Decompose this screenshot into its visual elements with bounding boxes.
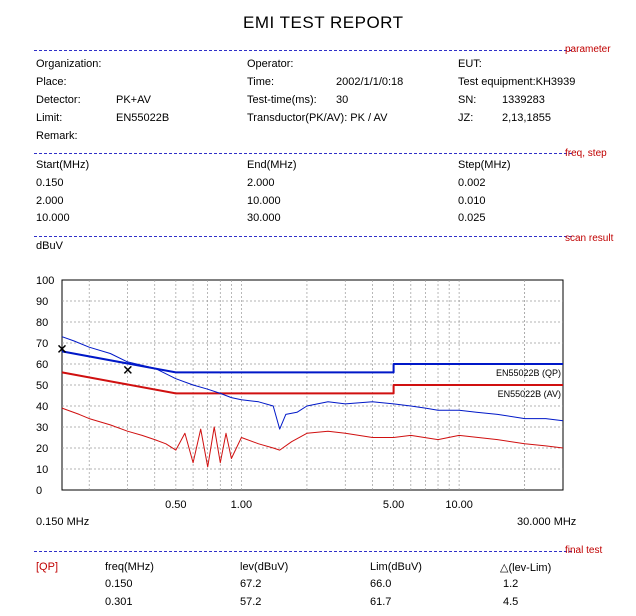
y-tick-label: 100 <box>36 275 54 287</box>
series-label: EN55022B (AV) <box>498 389 561 399</box>
y-tick-label: 90 <box>36 296 48 308</box>
param-time-value: 2002/1/1/0:18 <box>336 76 404 88</box>
marker-x <box>123 365 132 374</box>
freq-row1-step: 0.002 <box>458 177 486 189</box>
param-limit-value: EN55022B <box>116 112 170 124</box>
param-eut: EUT: <box>458 58 482 70</box>
measurement-trace <box>61 407 564 468</box>
param-sn-label: SN: <box>458 94 477 106</box>
y-tick-label: 50 <box>36 380 48 392</box>
final-row2-freq: 0.301 <box>105 596 133 608</box>
param-jz-label: JZ: <box>458 112 474 124</box>
divider-scan-result <box>34 236 572 237</box>
report-title: EMI TEST REPORT <box>243 13 404 32</box>
param-sn-value: 1339283 <box>502 94 545 106</box>
final-row1-lim: 66.0 <box>370 578 392 590</box>
param-testtime-label: Test-time(ms): <box>247 94 317 106</box>
final-header-lim: Lim(dBuV) <box>370 561 422 573</box>
y-tick-label: 40 <box>36 401 48 413</box>
freq-row2-end: 10.000 <box>247 195 281 207</box>
limit-line <box>61 371 563 395</box>
final-header-freq: freq(MHz) <box>105 561 154 573</box>
x-tick-label: 5.00 <box>383 499 404 511</box>
y-axis-label: dBuV <box>36 240 63 252</box>
marker-x <box>57 344 67 353</box>
param-jz-value: 2,13,1855 <box>502 112 551 124</box>
final-row2-lim: 61.7 <box>370 596 392 608</box>
y-tick-label: 80 <box>36 317 48 329</box>
param-remark: Remark: <box>36 130 78 142</box>
limit-line <box>61 350 563 374</box>
y-tick-label: 0 <box>36 485 42 497</box>
param-time-label: Time: <box>247 76 275 88</box>
final-header-delta: △(lev-Lim) <box>500 562 552 574</box>
freq-row3-end: 30.000 <box>247 212 281 224</box>
y-tick-label: 70 <box>36 338 48 350</box>
final-row1-freq: 0.150 <box>105 578 133 590</box>
y-tick-label: 60 <box>36 359 48 371</box>
param-testtime-value: 30 <box>336 94 349 106</box>
section-label-scan-result: scan result <box>565 233 614 244</box>
x-tick-label: 10.00 <box>445 499 473 511</box>
divider-parameter <box>34 50 572 51</box>
y-tick-label: 10 <box>36 464 48 476</box>
divider-final-test <box>34 551 572 552</box>
section-label-freq-step: freq, step <box>565 148 607 159</box>
y-tick-label: 30 <box>36 422 48 434</box>
x-tick-label: 1.00 <box>231 499 252 511</box>
final-row1-delta: 1.2 <box>503 578 519 590</box>
param-equipment: Test equipment:KH3939 <box>458 76 576 88</box>
param-transducer: Transductor(PK/AV): PK / AV <box>247 112 388 124</box>
param-limit-label: Limit: <box>36 112 63 124</box>
freq-row3-step: 0.025 <box>458 212 486 224</box>
final-row1-lev: 67.2 <box>240 578 262 590</box>
freq-row2-step: 0.010 <box>458 195 486 207</box>
x-tick-label: 0.50 <box>165 499 186 511</box>
param-operator: Operator: <box>247 58 294 70</box>
divider-freq-step <box>34 153 572 154</box>
section-label-parameter: parameter <box>565 44 611 55</box>
param-place: Place: <box>36 76 67 88</box>
y-tick-label: 20 <box>36 443 48 455</box>
measurement-trace <box>61 336 564 430</box>
freq-row1-start: 0.150 <box>36 177 64 189</box>
freq-header-end: End(MHz) <box>247 159 297 171</box>
final-test-tag: [QP] <box>36 561 59 573</box>
emi-chart: 0 10 20 30 40 50 60 70 80 90 100 0.50 1.00 5.00 10.00 E… <box>36 275 564 511</box>
x-axis-start-label: 0.150 MHz <box>36 516 90 528</box>
series-label: EN55022B (QP) <box>496 368 561 378</box>
freq-row2-start: 2.000 <box>36 195 64 207</box>
x-axis-end-label: 30.000 MHz <box>517 516 577 528</box>
final-header-lev: lev(dBuV) <box>240 561 289 573</box>
final-row2-lev: 57.2 <box>240 596 262 608</box>
freq-header-start: Start(MHz) <box>36 159 90 171</box>
param-organization: Organization: <box>36 58 102 70</box>
param-detector-value: PK+AV <box>116 94 151 106</box>
param-detector-label: Detector: <box>36 94 81 106</box>
freq-row1-end: 2.000 <box>247 177 275 189</box>
freq-header-step: Step(MHz) <box>458 159 511 171</box>
freq-row3-start: 10.000 <box>36 212 70 224</box>
final-row2-delta: 4.5 <box>503 596 519 608</box>
section-label-final-test: final test <box>565 545 603 556</box>
